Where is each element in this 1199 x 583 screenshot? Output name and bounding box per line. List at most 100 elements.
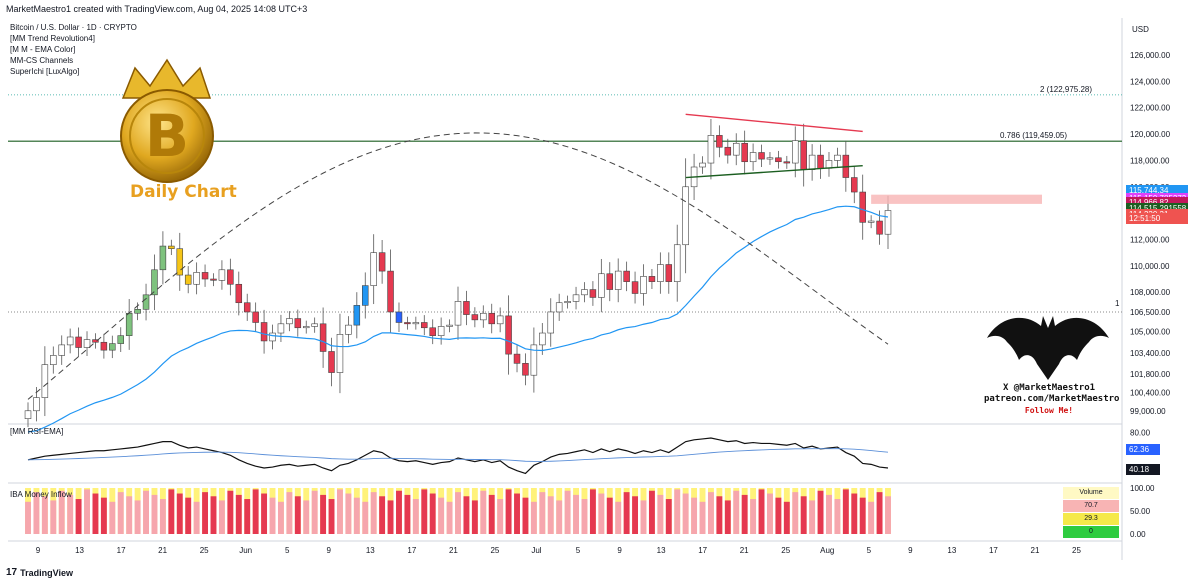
mfi-label[interactable]: IBA Money Inflow — [10, 490, 72, 499]
mfi-bar — [809, 500, 816, 534]
candle-body — [311, 323, 318, 327]
candle-body — [235, 283, 243, 304]
candle-body — [201, 272, 209, 280]
mfi-bar — [269, 497, 276, 534]
y-tick-label: 124,000.00 — [1130, 77, 1171, 86]
mfi-bar — [117, 492, 124, 534]
candle-body — [286, 318, 293, 325]
candle-body — [598, 273, 605, 298]
candle-body — [370, 252, 377, 286]
indicator-item[interactable]: SuperIchi [LuxAlgo] — [10, 67, 80, 76]
mfi-bar — [438, 497, 445, 534]
mfi-bar — [783, 501, 790, 534]
rsi-tag: 62.36 — [1126, 443, 1160, 455]
x-tick-label: 25 — [200, 546, 209, 555]
chart-header: MarketMaestro1 created with TradingView.… — [6, 4, 308, 14]
mfi-bar — [25, 501, 31, 534]
mfi-bar — [632, 496, 639, 534]
y-tick-label: 105,000.00 — [1130, 328, 1171, 337]
mfi-bar — [227, 490, 234, 534]
indicator-item[interactable]: [MM Trend Revolution4] — [10, 34, 95, 43]
candle-body — [463, 301, 470, 315]
mfi-bar — [100, 497, 107, 534]
y-tick-label: 103,400.00 — [1130, 349, 1171, 358]
price-tag: 115,744.34 — [1126, 185, 1188, 197]
mfi-bar — [244, 499, 251, 534]
x-tick-label: 17 — [989, 546, 998, 555]
rsi-label[interactable]: [MM RSI-EMA] — [10, 427, 64, 436]
tradingview-brand: TradingView — [20, 567, 73, 578]
mfi-tick: 0.00 — [1130, 530, 1146, 539]
mfi-bar — [775, 497, 782, 534]
mfi-bar — [505, 489, 512, 534]
tradingview-logo-icon: 17 — [6, 567, 18, 578]
x-tick-label: 9 — [617, 546, 622, 555]
tradingview-footer[interactable]: 17 TradingView — [6, 567, 73, 578]
candle-body — [564, 301, 571, 304]
support-line — [685, 164, 863, 179]
mfi-bar — [514, 493, 520, 534]
level-label: 1 — [1115, 299, 1120, 308]
volume-value-3: 0 — [1063, 526, 1119, 538]
mfi-bar — [50, 500, 57, 534]
x-tick-label: 17 — [117, 546, 126, 555]
mfi-bar — [792, 492, 799, 534]
mfi-bar — [168, 489, 175, 534]
symbol-line[interactable]: Bitcoin / U.S. Dollar · 1D · CRYPTO — [10, 23, 137, 32]
indicator-item[interactable]: MM-CS Channels — [10, 56, 74, 65]
mfi-bar — [606, 497, 613, 534]
candle-body — [614, 270, 622, 290]
candle-body — [640, 276, 647, 294]
mfi-bar — [396, 490, 402, 534]
mfi-bar — [345, 493, 352, 534]
candle-body — [353, 305, 361, 326]
svg-text:B: B — [145, 102, 189, 170]
mfi-bar — [876, 492, 883, 534]
candle-body — [50, 355, 57, 365]
patreon-link: patreon.com/MarketMaestro — [984, 394, 1120, 404]
x-tick-label: 21 — [740, 546, 749, 555]
indicator-item[interactable]: [M M - EMA Color] — [10, 45, 76, 54]
x-tick-label: 13 — [75, 546, 84, 555]
mfi-bar — [143, 490, 149, 534]
mfi-bar — [834, 499, 841, 534]
price-tag: 114,966.82 — [1126, 196, 1188, 208]
mfi-bar — [185, 497, 192, 534]
candle-body — [657, 264, 664, 282]
x-tick-label: Jun — [239, 546, 252, 555]
mfi-bar — [842, 489, 849, 534]
y-tick-label: 112,000.00 — [1130, 235, 1170, 244]
mfi-bar — [202, 492, 209, 534]
x-tick-label: 9 — [36, 546, 41, 555]
candle-body — [665, 264, 673, 282]
mfi-bar — [741, 494, 748, 534]
candle-body — [210, 278, 217, 281]
candle-body — [109, 343, 116, 351]
x-tick-label: 5 — [867, 546, 872, 555]
candle-body — [884, 210, 892, 235]
x-tick-label: 9 — [908, 546, 913, 555]
mfi-bar — [92, 493, 99, 534]
x-tick-label: 13 — [366, 546, 375, 555]
x-tick-label: 5 — [285, 546, 290, 555]
y-tick-label: 108,000.00 — [1130, 288, 1171, 297]
y-tick-label: 126,000.00 — [1130, 51, 1171, 60]
candle-body — [766, 157, 774, 160]
mfi-bar — [648, 490, 655, 534]
ema-line — [27, 205, 889, 433]
mfi-bar — [151, 494, 158, 534]
mfi-bar — [682, 493, 689, 534]
candle-body — [66, 336, 74, 346]
mfi-bar — [573, 494, 579, 534]
candle-body — [151, 269, 158, 296]
candle-body — [336, 334, 344, 373]
mfi-bar — [126, 496, 133, 534]
mfi-bar — [800, 496, 807, 534]
candle-body — [269, 332, 276, 342]
mfi-bar — [598, 493, 605, 534]
currency-label[interactable]: USD — [1132, 25, 1149, 34]
mfi-bar — [868, 501, 875, 534]
social-handles: X @MarketMaestro1 patreon.com/MarketMaes… — [984, 383, 1120, 416]
volume-panel: Volume 70.7 29.3 0 — [1063, 487, 1119, 539]
